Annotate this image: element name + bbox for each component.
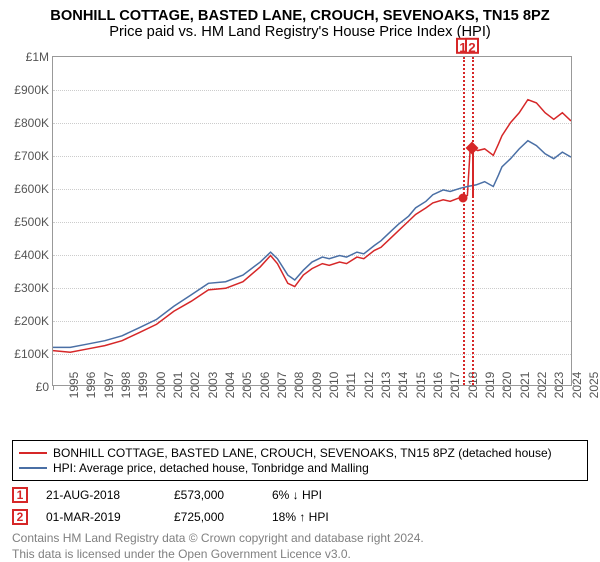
y-axis-label: £100K xyxy=(14,347,53,361)
legend-item: BONHILL COTTAGE, BASTED LANE, CROUCH, SE… xyxy=(19,446,581,460)
chart-area: £0£100K£200K£300K£400K£500K£600K£700K£80… xyxy=(12,46,588,386)
sale-row: 1 21-AUG-2018 £573,000 6% ↓ HPI xyxy=(12,487,588,503)
legend: BONHILL COTTAGE, BASTED LANE, CROUCH, SE… xyxy=(12,440,588,481)
y-axis-label: £300K xyxy=(14,281,53,295)
sale-number-badge: 2 xyxy=(12,509,28,525)
legend-swatch xyxy=(19,467,47,469)
series-hpi xyxy=(53,141,571,348)
sale-delta: 18% ↑ HPI xyxy=(272,510,329,524)
y-axis-label: £900K xyxy=(14,83,53,97)
y-axis-label: £0 xyxy=(36,380,53,394)
series-property xyxy=(53,100,571,353)
chart-subtitle: Price paid vs. HM Land Registry's House … xyxy=(12,24,588,40)
chart-title: BONHILL COTTAGE, BASTED LANE, CROUCH, SE… xyxy=(12,8,588,24)
x-axis-label: 2025 xyxy=(573,372,600,399)
legend-item: HPI: Average price, detached house, Tonb… xyxy=(19,461,581,475)
y-axis-label: £800K xyxy=(14,116,53,130)
sale-date: 21-AUG-2018 xyxy=(46,488,156,502)
legend-label: BONHILL COTTAGE, BASTED LANE, CROUCH, SE… xyxy=(53,446,552,460)
event-label: 2 xyxy=(465,38,479,54)
sale-price: £573,000 xyxy=(174,488,254,502)
footer-line1: Contains HM Land Registry data © Crown c… xyxy=(12,531,588,547)
step-connector xyxy=(472,148,474,197)
y-axis-label: £500K xyxy=(14,215,53,229)
sale-price: £725,000 xyxy=(174,510,254,524)
event-vline xyxy=(472,57,474,385)
event-vline xyxy=(463,57,465,385)
sale-row: 2 01-MAR-2019 £725,000 18% ↑ HPI xyxy=(12,509,588,525)
y-axis-label: £200K xyxy=(14,314,53,328)
sale-date: 01-MAR-2019 xyxy=(46,510,156,524)
plot-area: £0£100K£200K£300K£400K£500K£600K£700K£80… xyxy=(52,56,572,386)
series-svg xyxy=(53,57,571,385)
y-axis-label: £700K xyxy=(14,149,53,163)
legend-label: HPI: Average price, detached house, Tonb… xyxy=(53,461,369,475)
event-marker xyxy=(458,193,467,202)
sales-list: 1 21-AUG-2018 £573,000 6% ↓ HPI 2 01-MAR-2019… xyxy=(12,481,588,525)
sale-number-badge: 1 xyxy=(12,487,28,503)
legend-swatch xyxy=(19,452,47,454)
footer-attribution: Contains HM Land Registry data © Crown c… xyxy=(12,531,588,562)
y-axis-label: £400K xyxy=(14,248,53,262)
sale-delta: 6% ↓ HPI xyxy=(272,488,322,502)
y-axis-label: £1M xyxy=(26,50,53,64)
y-axis-label: £600K xyxy=(14,182,53,196)
